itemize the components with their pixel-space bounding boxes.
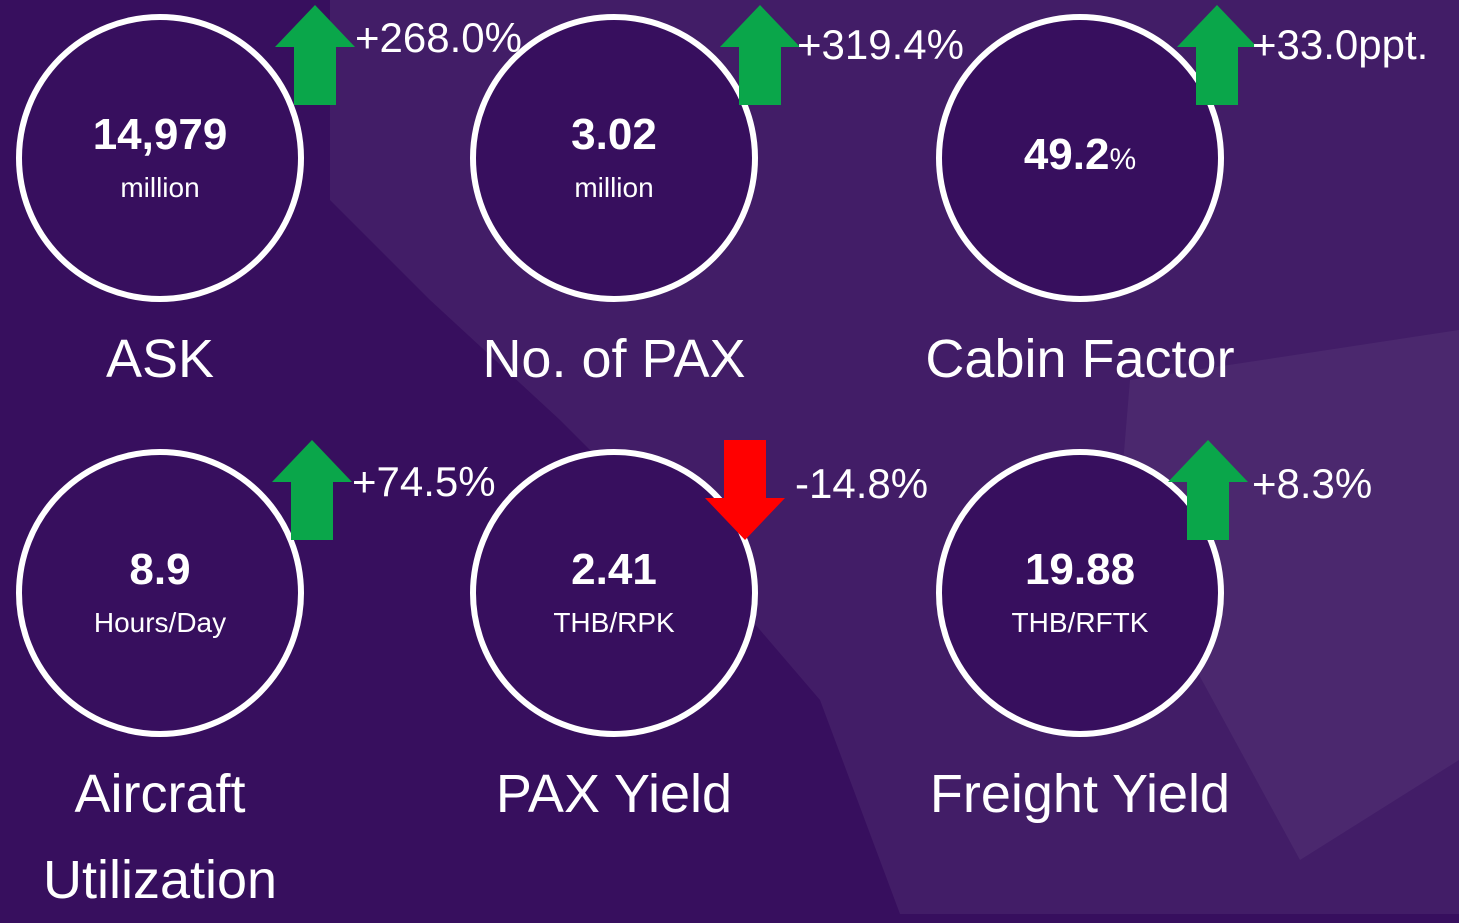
kpi-change: +74.5%: [352, 458, 496, 505]
kpi-unit: million: [120, 172, 200, 203]
kpi-unit: million: [574, 172, 654, 203]
kpi-change: -14.8%: [795, 460, 929, 507]
change-arrow: [1177, 5, 1257, 105]
kpi-circle: [16, 449, 304, 737]
kpi-unit: THB/RPK: [553, 607, 675, 638]
kpi-value: 14,979: [92, 110, 228, 159]
kpi-change: +33.0ppt.: [1252, 21, 1429, 68]
kpi-circle: [470, 449, 758, 737]
kpi-change: +8.3%: [1252, 460, 1373, 507]
kpi-circle: [936, 449, 1224, 737]
kpi-label: PAX Yield: [495, 764, 733, 824]
kpi-change: +268.0%: [355, 14, 522, 61]
change-arrow: [705, 440, 785, 540]
kpi-label: Freight Yield: [929, 764, 1231, 824]
kpi-value: 8.9: [129, 545, 191, 594]
kpi-label: Aircraft Utilization: [42, 764, 278, 910]
kpi-circle: [470, 14, 758, 302]
kpi-value: 2.41: [571, 545, 657, 594]
change-arrow: [272, 440, 352, 540]
change-arrow: [1168, 440, 1248, 540]
kpi-label: No. of PAX: [482, 329, 746, 389]
kpi-value: 19.88: [1024, 545, 1136, 594]
kpi-change: +319.4%: [797, 21, 964, 68]
kpi-unit: %: [1109, 143, 1137, 176]
change-arrow: [275, 5, 355, 105]
kpi-value: 49.2%: [1023, 130, 1137, 179]
kpi-value: 3.02: [571, 110, 657, 159]
kpi-label: ASK: [105, 329, 215, 389]
kpi-unit: Hours/Day: [93, 607, 227, 638]
kpi-circle: [16, 14, 304, 302]
kpi-unit: THB/RFTK: [1011, 607, 1149, 638]
change-arrow: [720, 5, 800, 105]
kpi-label: Cabin Factor: [925, 329, 1235, 389]
kpi-circle: [936, 14, 1224, 302]
